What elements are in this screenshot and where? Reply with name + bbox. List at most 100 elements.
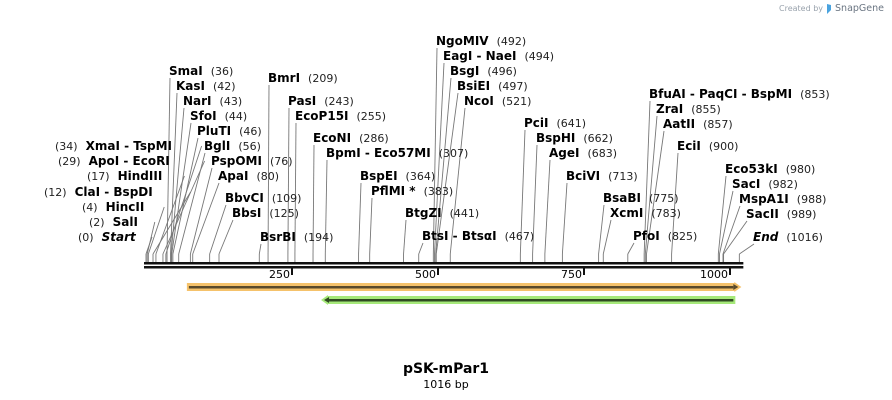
site-label-pflmi[interactable]: PflMI * (383) xyxy=(371,184,453,199)
site-label-eco53ki[interactable]: Eco53kI (980) xyxy=(725,162,815,177)
leader-line xyxy=(166,77,171,255)
site-label-hindiii[interactable]: (17) HindIII xyxy=(87,169,162,184)
site-position: (683) xyxy=(587,147,618,160)
site-position: (662) xyxy=(583,132,613,145)
site-label-ncoi[interactable]: NcoI (521) xyxy=(464,94,531,109)
site-label-pluti[interactable]: PluTI (46) xyxy=(197,124,262,139)
leader-line xyxy=(403,219,407,255)
site-label-aatii[interactable]: AatII (857) xyxy=(663,117,733,132)
site-label-clai[interactable]: (12) ClaI - BspDI xyxy=(44,185,153,200)
leader-line xyxy=(644,115,658,255)
site-label-bcivi[interactable]: BciVI (713) xyxy=(566,169,638,184)
site-label-econi[interactable]: EcoNI (286) xyxy=(313,131,389,146)
site-label-ecop15i[interactable]: EcoP15I (255) xyxy=(295,109,386,124)
site-label-start[interactable]: (0) Start xyxy=(78,230,136,245)
site-label-bmri[interactable]: BmrI (209) xyxy=(268,71,338,86)
site-name: BglI xyxy=(204,139,231,153)
site-label-end[interactable]: End (1016) xyxy=(753,230,823,245)
site-position: (255) xyxy=(356,110,387,123)
site-label-pcii[interactable]: PciI (641) xyxy=(524,116,586,131)
site-label-kasi[interactable]: KasI (42) xyxy=(176,79,236,94)
site-name: BtgZI xyxy=(405,206,442,220)
site-label-pasi[interactable]: PasI (243) xyxy=(288,94,354,109)
site-label-apoi[interactable]: (29) ApoI - EcoRI xyxy=(58,154,170,169)
site-name: SalI xyxy=(112,215,138,229)
site-label-sfoi[interactable]: SfoI (44) xyxy=(190,109,247,124)
leader-line xyxy=(267,84,270,255)
site-name: AatII xyxy=(663,117,696,131)
credit-prefix: Created by xyxy=(779,4,824,13)
site-label-bsabi[interactable]: BsaBI (775) xyxy=(603,191,679,206)
site-position: (12) xyxy=(44,186,67,199)
leader-line xyxy=(671,152,679,255)
site-name: NgoMIV xyxy=(436,34,489,48)
site-position: (441) xyxy=(449,207,480,220)
credit: Created by SnapGene xyxy=(779,3,884,14)
site-name: HincII xyxy=(105,200,145,214)
site-name: BsaBI xyxy=(603,191,641,205)
site-label-bsphi[interactable]: BspHI (662) xyxy=(536,131,613,146)
site-label-bbsi[interactable]: BbsI (125) xyxy=(232,206,299,221)
leader-line xyxy=(189,167,213,255)
site-label-btgzi[interactable]: BtgZI (441) xyxy=(405,206,479,221)
site-label-bpmi[interactable]: BpmI - Eco57MI (307) xyxy=(326,146,468,161)
site-label-pfoi[interactable]: PfoI (825) xyxy=(633,229,697,244)
site-label-bgli[interactable]: BglI (56) xyxy=(204,139,261,154)
site-label-xcmi[interactable]: XcmI (783) xyxy=(610,206,681,221)
site-position: (80) xyxy=(256,170,280,183)
site-position: (900) xyxy=(708,140,739,153)
site-position: (2) xyxy=(89,216,105,229)
site-name: PfoI xyxy=(633,229,660,243)
site-position: (775) xyxy=(649,192,679,205)
site-label-eagi[interactable]: EagI - NaeI (494) xyxy=(443,49,554,64)
site-position: (989) xyxy=(786,208,817,221)
site-label-sacii[interactable]: SacII (989) xyxy=(746,207,816,222)
green-feature-arrow[interactable] xyxy=(321,295,736,305)
site-name: XmaI - TspMI xyxy=(85,139,172,153)
site-label-bsiei[interactable]: BsiEI (497) xyxy=(457,79,528,94)
site-label-bfuai[interactable]: BfuAI - PaqCI - BspMI (853) xyxy=(649,87,830,102)
site-label-agei[interactable]: AgeI (683) xyxy=(549,146,617,161)
site-label-bsrbi[interactable]: BsrBI (194) xyxy=(260,230,333,245)
site-name: EciI xyxy=(677,139,701,153)
site-label-hincii[interactable]: (4) HincII xyxy=(82,200,144,215)
leader-line xyxy=(162,160,206,255)
site-label-xmai[interactable]: (34) XmaI - TspMI xyxy=(55,139,172,154)
site-position: (496) xyxy=(487,65,517,78)
site-name: BfuAI - PaqCI - BspMI xyxy=(649,87,793,101)
site-name: BmrI xyxy=(268,71,301,85)
site-position: (17) xyxy=(87,170,110,183)
site-name: SacI xyxy=(732,177,761,191)
site-name: SfoI xyxy=(190,109,217,123)
site-position: (492) xyxy=(496,35,527,48)
site-label-nari[interactable]: NarI (43) xyxy=(183,94,242,109)
axis-tick xyxy=(729,268,731,275)
site-label-saci[interactable]: SacI (982) xyxy=(732,177,798,192)
site-label-bbvci[interactable]: BbvCI (109) xyxy=(225,191,301,206)
site-label-ecii[interactable]: EciI (900) xyxy=(677,139,738,154)
site-position: (494) xyxy=(524,50,555,63)
site-name: BspEI xyxy=(360,169,398,183)
site-label-pspomi[interactable]: PspOMI (76) xyxy=(211,154,293,169)
site-label-smai[interactable]: SmaI (36) xyxy=(169,64,233,79)
site-label-mspa1i[interactable]: MspA1I (988) xyxy=(739,192,826,207)
site-label-sali[interactable]: (2) SalI xyxy=(89,215,138,230)
leader-line xyxy=(146,221,156,255)
site-position: (521) xyxy=(501,95,532,108)
site-label-ngomiv[interactable]: NgoMIV (492) xyxy=(436,34,526,49)
orange-feature-arrow[interactable] xyxy=(186,282,742,292)
leader-line xyxy=(719,190,734,255)
site-position: (988) xyxy=(796,193,827,206)
site-label-apai[interactable]: ApaI (80) xyxy=(218,169,279,184)
site-label-btsi[interactable]: BtsI - BtsαI (467) xyxy=(422,229,534,244)
site-name: EagI - NaeI xyxy=(443,49,517,63)
leader-line xyxy=(544,159,551,255)
leader-line xyxy=(147,206,165,255)
leader-line xyxy=(192,182,220,255)
site-label-zrai[interactable]: ZraI (855) xyxy=(656,102,721,117)
site-position: (383) xyxy=(423,185,454,198)
site-name: SmaI xyxy=(169,64,203,78)
site-label-bspei[interactable]: BspEI (364) xyxy=(360,169,435,184)
site-label-bsgi[interactable]: BsgI (496) xyxy=(450,64,517,79)
site-position: (0) xyxy=(78,231,94,244)
